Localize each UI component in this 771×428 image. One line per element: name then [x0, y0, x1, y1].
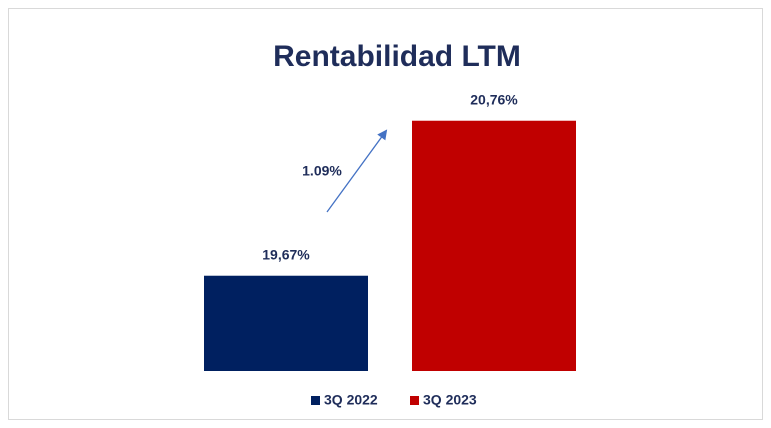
legend-swatch [311, 396, 320, 405]
data-label: 19,67% [262, 246, 310, 262]
annotation: 1.09% [302, 163, 342, 179]
bar [204, 275, 368, 371]
legend-swatch [410, 396, 419, 405]
bar [412, 120, 576, 371]
chart-frame [8, 8, 763, 420]
data-label: 20,76% [470, 91, 518, 107]
legend-label: 3Q 2023 [423, 392, 477, 408]
trend-arrow [326, 129, 388, 213]
legend-label: 3Q 2022 [324, 392, 378, 408]
chart-title: Rentabilidad LTM [273, 40, 521, 73]
